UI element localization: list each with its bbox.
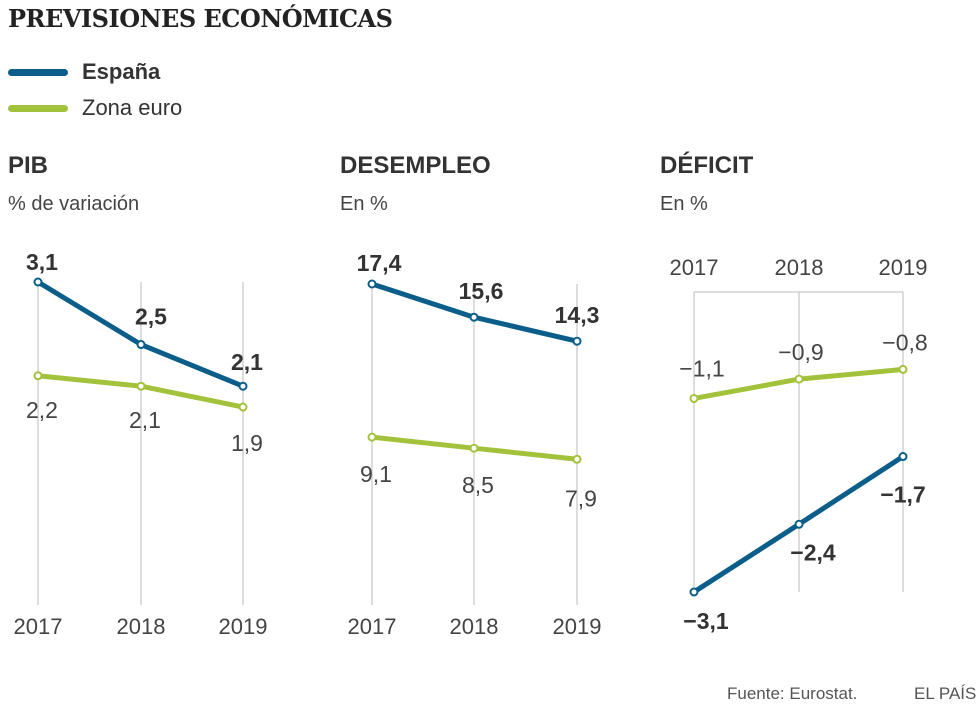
deficit-zona-euro-data-label-1: −0,9: [778, 339, 823, 365]
legend-label-zona-euro: Zona euro: [82, 95, 183, 120]
pib-espana-point-2: [238, 381, 248, 391]
legend-item-zona-euro: Zona euro: [8, 93, 182, 123]
deficit-espana-point-1: [794, 519, 804, 529]
pib-zona-euro-point-0: [33, 371, 43, 381]
brand-label: EL PAÍS: [914, 684, 977, 703]
pib-zona-euro-data-label-0: 2,2: [26, 397, 58, 423]
deficit-panel-subtitle: En %: [660, 193, 708, 215]
deficit-zona-euro-data-label-2: −0,8: [882, 329, 927, 355]
deficit-panel-title: DÉFICIT: [660, 152, 754, 179]
desempleo-espana-point-0: [367, 279, 377, 289]
desempleo-zona-euro-point-2: [572, 454, 582, 464]
desempleo-zona-euro-data-label-0: 9,1: [360, 461, 392, 487]
chart-title: PREVISIONES ECONÓMICAS: [8, 4, 393, 33]
legend-item-espana: España: [8, 57, 160, 87]
pib-espana-point-1: [136, 340, 146, 350]
deficit-tick-label-0: 2017: [670, 255, 719, 280]
legend-label-espana: España: [82, 59, 161, 84]
desempleo-tick-label-1: 2018: [450, 614, 499, 639]
pib-zona-euro-data-label-1: 2,1: [129, 407, 161, 433]
deficit-zona-euro-point-1: [794, 374, 804, 384]
deficit-espana-point-2: [898, 452, 908, 462]
pib-espana-data-label-1: 2,5: [135, 304, 167, 330]
desempleo-zona-euro-point-1: [469, 443, 479, 453]
pib-zona-euro-point-1: [136, 381, 146, 391]
desempleo-tick-label-0: 2017: [348, 614, 397, 639]
pib-zona-euro-point-2: [238, 402, 248, 412]
deficit-espana-data-label-2: −1,7: [880, 482, 925, 508]
desempleo-espana-data-label-1: 15,6: [459, 278, 504, 304]
source-note: Fuente: Eurostat.: [727, 684, 858, 703]
pib-zona-euro-data-label-2: 1,9: [231, 430, 263, 456]
pib-espana-point-0: [33, 277, 43, 287]
desempleo-panel-subtitle: En %: [340, 193, 388, 215]
desempleo-tick-label-2: 2019: [553, 614, 602, 639]
deficit-espana-data-label-1: −2,4: [790, 539, 836, 565]
pib-tick-label-2: 2019: [219, 614, 268, 639]
desempleo-espana-point-1: [469, 312, 479, 322]
desempleo-zona-euro-data-label-1: 8,5: [462, 472, 494, 498]
deficit-zona-euro-data-label-0: −1,1: [679, 355, 724, 381]
pib-tick-label-0: 2017: [14, 614, 63, 639]
desempleo-espana-point-2: [572, 336, 582, 346]
pib-espana-data-label-2: 2,1: [231, 349, 263, 375]
desempleo-espana-data-label-0: 17,4: [357, 250, 402, 276]
desempleo-zona-euro-point-0: [367, 432, 377, 442]
deficit-espana-point-0: [689, 587, 699, 597]
deficit-zona-euro-point-2: [898, 364, 908, 374]
deficit-espana-data-label-0: −3,1: [683, 608, 729, 634]
pib-espana-data-label-0: 3,1: [26, 249, 58, 275]
deficit-zona-euro-point-0: [689, 393, 699, 403]
desempleo-zona-euro-data-label-2: 7,9: [565, 485, 597, 511]
pib-tick-label-1: 2018: [117, 614, 166, 639]
desempleo-espana-data-label-2: 14,3: [555, 302, 600, 328]
pib-panel-title: PIB: [8, 152, 49, 179]
desempleo-panel-title: DESEMPLEO: [340, 152, 491, 179]
pib-panel-subtitle: % de variación: [8, 193, 140, 215]
legend-swatch-zona-euro: [8, 104, 68, 112]
deficit-tick-label-1: 2018: [775, 255, 824, 280]
legend-swatch-espana: [8, 68, 68, 76]
deficit-tick-label-2: 2019: [879, 255, 928, 280]
